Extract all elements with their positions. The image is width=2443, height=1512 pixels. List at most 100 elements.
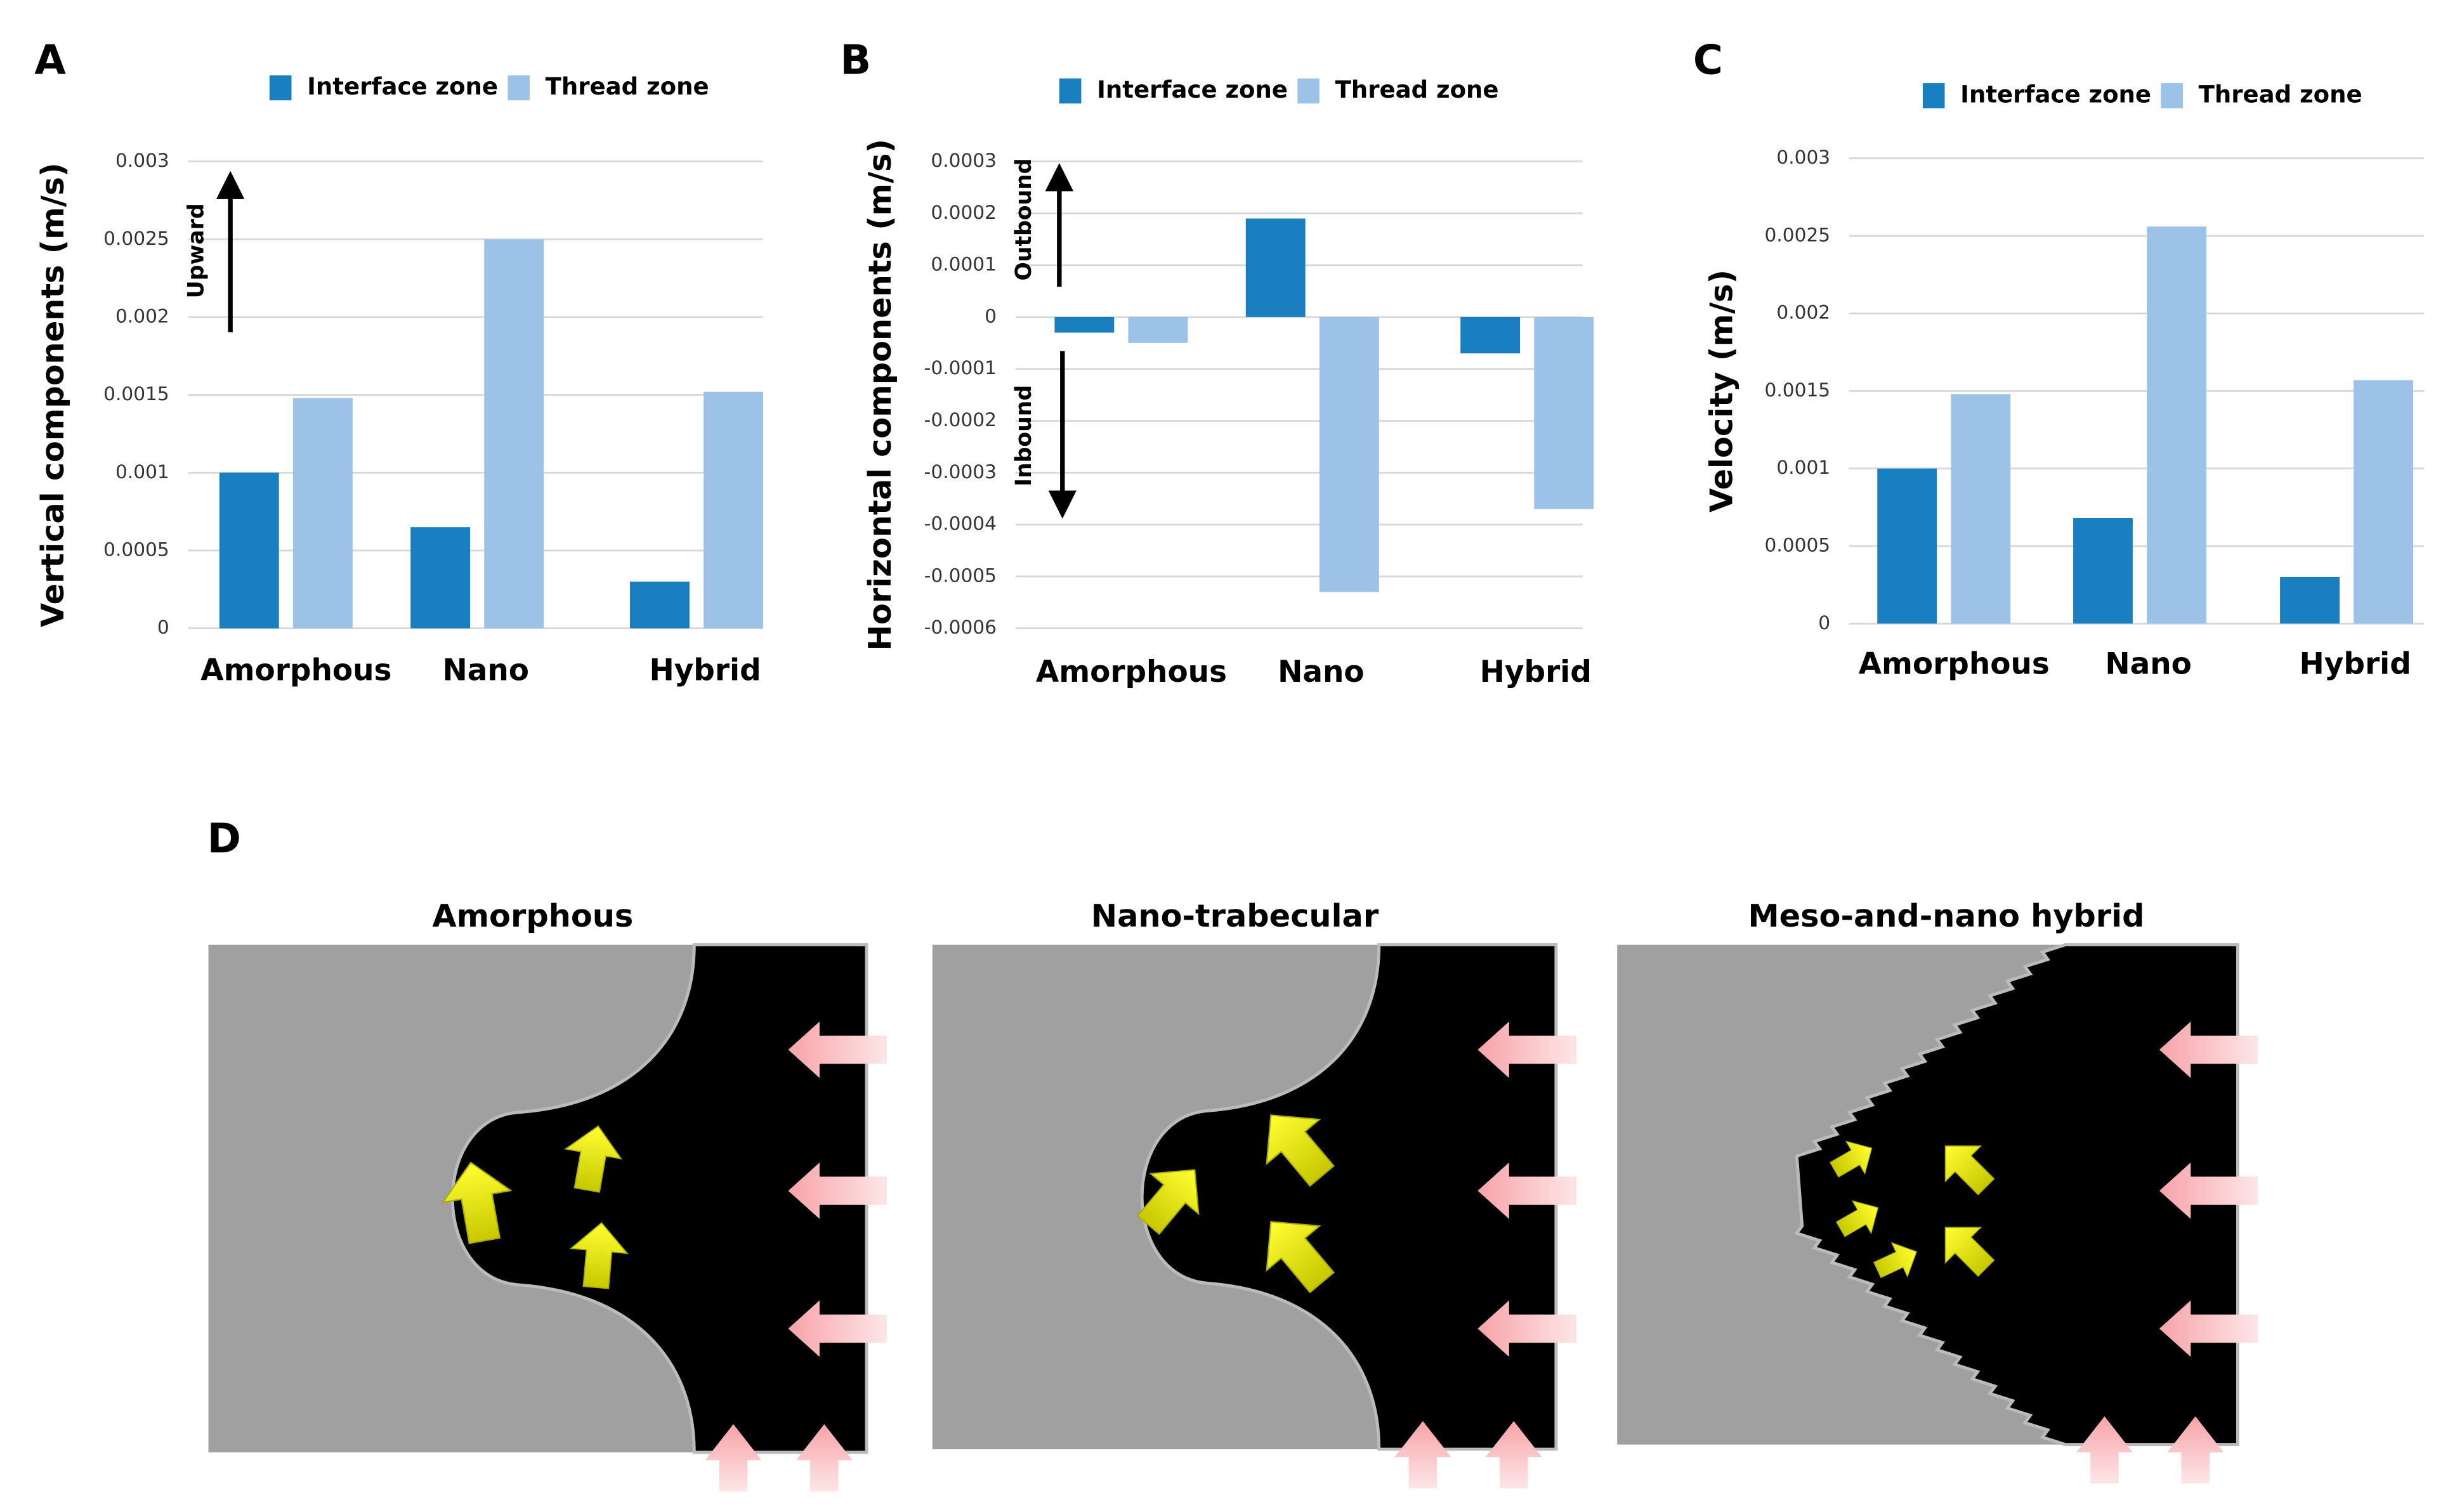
panel-label: B xyxy=(840,37,871,84)
y-tick-label: -0.0005 xyxy=(924,564,997,586)
y-tick-label: 0.0005 xyxy=(1764,533,1830,556)
y-tick-label: -0.0003 xyxy=(924,460,997,483)
panel-label: A xyxy=(34,37,66,84)
y-tick-label: 0 xyxy=(985,304,997,327)
legend-label: Thread zone xyxy=(2199,81,2362,108)
panel-title: Amorphous xyxy=(432,897,633,934)
bar xyxy=(1319,316,1379,592)
x-tick-label: Hybrid xyxy=(2300,646,2411,681)
flow-arrow xyxy=(564,1125,623,1193)
annotation: Outbound xyxy=(1011,158,1037,280)
legend-swatch xyxy=(1059,78,1082,104)
flow-arrow xyxy=(1835,1200,1879,1237)
panel-label: C xyxy=(1693,37,1723,84)
y-axis-label: Horizontal components (m/s) xyxy=(861,139,898,651)
panel-label: D xyxy=(207,815,241,863)
x-tick-label: Nano xyxy=(2105,646,2192,681)
force-arrow xyxy=(1477,1163,1576,1219)
flow-arrow xyxy=(1944,1145,1995,1196)
y-tick-label: 0.001 xyxy=(1776,456,1830,478)
legend-label: Interface zone xyxy=(307,73,498,100)
legend-label: Thread zone xyxy=(546,73,709,100)
flow-arrow xyxy=(569,1222,629,1289)
force-arrow xyxy=(788,1300,887,1357)
force-arrow xyxy=(2159,1163,2258,1219)
bar xyxy=(219,472,279,629)
y-tick-label: 0.001 xyxy=(115,460,169,483)
force-arrow xyxy=(1477,1021,1576,1078)
bar xyxy=(484,239,544,629)
bar xyxy=(1877,468,1937,624)
y-axis-label: Vertical components (m/s) xyxy=(34,162,71,627)
y-axis-label: Velocity (m/s) xyxy=(1703,270,1740,512)
annotation: Upward xyxy=(184,203,209,298)
force-arrow xyxy=(2159,1021,2258,1078)
bar xyxy=(2147,226,2207,624)
flow-arrow xyxy=(441,1161,513,1244)
bar xyxy=(1128,316,1188,343)
bar xyxy=(1460,316,1521,354)
force-arrow xyxy=(2159,1300,2258,1357)
y-tick-label: 0.0001 xyxy=(931,253,997,275)
y-tick-label: 0.0015 xyxy=(1764,379,1830,401)
y-tick-label: -0.0004 xyxy=(924,512,997,535)
bar xyxy=(2354,380,2414,624)
panel-title: Meso-and-nano hybrid xyxy=(1748,897,2144,934)
y-tick-label: 0 xyxy=(1818,611,1830,634)
y-tick-label: 0.002 xyxy=(115,304,169,327)
legend-swatch xyxy=(508,75,530,101)
bar xyxy=(410,527,471,629)
legend-label: Thread zone xyxy=(1335,76,1499,103)
y-tick-label: 0.0003 xyxy=(931,149,997,171)
flow-arrow xyxy=(1266,1114,1335,1187)
x-tick-label: Nano xyxy=(442,653,529,688)
bar xyxy=(1951,394,2011,624)
legend-label: Interface zone xyxy=(1960,81,2151,108)
y-tick-label: 0.0025 xyxy=(1764,223,1830,245)
y-tick-label: 0.0005 xyxy=(103,538,169,560)
annotation: Inbound xyxy=(1011,385,1037,486)
bar xyxy=(1245,218,1306,317)
force-arrow xyxy=(788,1163,887,1219)
bar xyxy=(292,398,353,629)
y-tick-label: -0.0001 xyxy=(924,356,997,379)
force-arrow xyxy=(1477,1300,1576,1357)
flow-arrow xyxy=(1266,1221,1335,1294)
bar xyxy=(704,391,763,629)
flow-arrow xyxy=(1873,1242,1917,1279)
flow-arrow xyxy=(1136,1169,1200,1235)
implant-region xyxy=(450,943,868,1454)
panel-title: Nano-trabecular xyxy=(1091,897,1379,934)
force-arrow xyxy=(796,1424,853,1492)
flow-arrow xyxy=(1830,1140,1873,1178)
x-tick-label: Amorphous xyxy=(1859,646,2050,681)
bar xyxy=(630,582,690,629)
bar xyxy=(2073,518,2133,624)
legend-swatch xyxy=(1922,83,1945,108)
implant-region xyxy=(1794,943,2239,1447)
y-tick-label: -0.0002 xyxy=(924,408,997,431)
legend-label: Interface zone xyxy=(1097,76,1288,103)
y-tick-label: 0.003 xyxy=(1776,146,1830,168)
bar xyxy=(2280,577,2340,624)
legend-swatch xyxy=(269,75,292,101)
bar xyxy=(1534,316,1594,509)
y-tick-label: 0 xyxy=(157,616,169,638)
y-tick-label: 0.0015 xyxy=(103,382,169,405)
y-tick-label: -0.0006 xyxy=(924,616,997,638)
x-tick-label: Hybrid xyxy=(649,653,761,688)
bar xyxy=(1054,316,1115,333)
y-tick-label: 0.0002 xyxy=(931,201,997,223)
force-arrow xyxy=(705,1424,762,1492)
x-tick-label: Amorphous xyxy=(1036,655,1227,689)
x-tick-label: Hybrid xyxy=(1480,655,1592,689)
legend-swatch xyxy=(1297,78,1320,104)
y-tick-label: 0.002 xyxy=(1776,301,1830,323)
force-arrow xyxy=(2167,1416,2224,1484)
y-tick-label: 0.0025 xyxy=(103,227,169,249)
force-arrow xyxy=(788,1021,887,1078)
x-tick-label: Nano xyxy=(1278,655,1365,689)
flow-arrow xyxy=(1944,1227,1995,1277)
y-tick-label: 0.003 xyxy=(115,149,169,171)
